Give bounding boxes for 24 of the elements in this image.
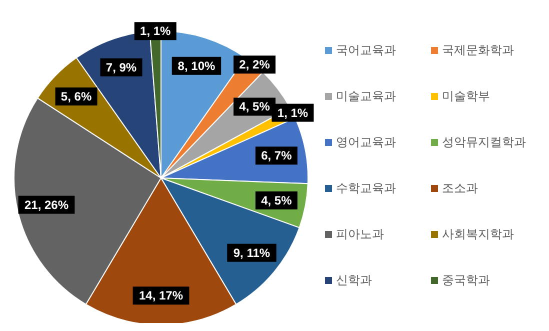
- legend-label: 수학교육과: [336, 180, 396, 197]
- legend-label: 사회복지학과: [442, 226, 514, 243]
- data-label: 2, 2%: [239, 58, 270, 72]
- legend-label: 영어교육과: [336, 134, 396, 151]
- legend-label: 미술학부: [442, 88, 490, 105]
- data-label: 7, 9%: [106, 60, 137, 74]
- data-label: 5, 6%: [60, 89, 92, 104]
- data-label: 21, 26%: [24, 198, 69, 212]
- legend-label: 피아노과: [336, 226, 384, 243]
- legend-label: 신학과: [336, 272, 372, 289]
- data-label: 4, 5%: [261, 193, 292, 208]
- data-label: 1, 1%: [277, 106, 308, 120]
- legend-label: 성악뮤지컬학과: [442, 134, 526, 151]
- legend-label: 국제문화학과: [442, 42, 514, 59]
- legend-label: 중국학과: [442, 272, 490, 289]
- data-label: 14, 17%: [138, 288, 184, 303]
- legend-label: 미술교육과: [336, 88, 396, 105]
- data-label: 1, 1%: [140, 24, 172, 38]
- data-label: 4, 5%: [239, 100, 270, 114]
- data-label: 6, 7%: [261, 148, 292, 163]
- data-label: 9, 11%: [233, 246, 270, 260]
- legend-label: 조소과: [442, 180, 478, 197]
- data-label: 8, 10%: [178, 58, 216, 73]
- legend-label: 국어교육과: [336, 42, 396, 59]
